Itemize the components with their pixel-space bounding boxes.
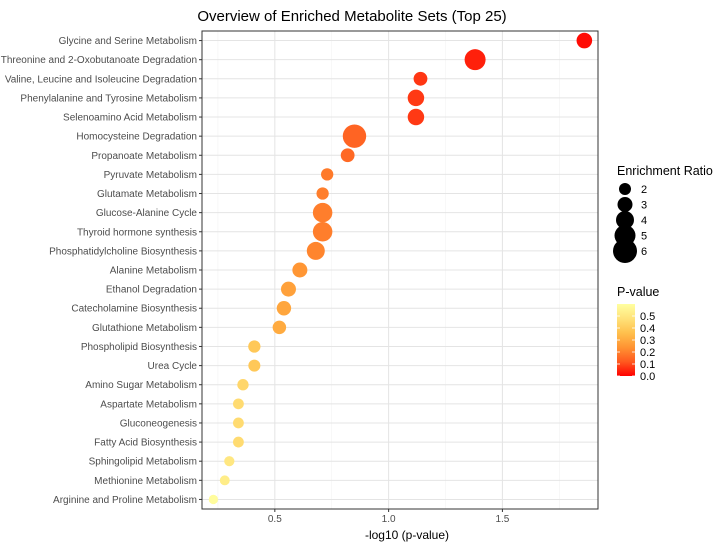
data-point <box>276 301 292 316</box>
data-point <box>306 241 325 260</box>
x-tick-label: 1.0 <box>382 514 396 525</box>
data-point <box>413 71 428 86</box>
y-tick-label: Fatty Acid Biosynthesis <box>94 438 197 449</box>
legend-size-key <box>619 183 631 195</box>
data-point <box>219 475 230 486</box>
chart-title: Overview of Enriched Metabolite Sets (To… <box>197 8 506 25</box>
y-tick-label: Selenoamino Acid Metabolism <box>63 113 197 124</box>
data-point <box>233 436 244 448</box>
legend-color-label: 0.2 <box>640 347 655 359</box>
data-point <box>312 222 333 242</box>
y-tick-label: Urea Cycle <box>148 361 198 372</box>
legend-color-label: 0.0 <box>640 371 655 383</box>
data-point <box>292 262 308 278</box>
y-tick-label: Homocysteine Degradation <box>76 132 197 143</box>
y-tick-label: Propanoate Metabolism <box>91 151 197 162</box>
data-point <box>576 32 593 49</box>
y-tick-label: Ethanol Degradation <box>106 285 197 296</box>
data-point <box>233 398 244 410</box>
data-point <box>340 148 355 163</box>
y-tick-label: Pyruvate Metabolism <box>104 170 197 181</box>
data-point <box>248 359 261 372</box>
y-tick-label: Amino Sugar Metabolism <box>85 380 197 391</box>
y-tick-label: Thyroid hormone synthesis <box>77 227 197 238</box>
legend-size-key <box>613 239 637 263</box>
legend-color-bar <box>617 304 635 376</box>
y-tick-label: Glutathione Metabolism <box>92 323 197 334</box>
data-points <box>208 32 593 505</box>
y-tick-label: Aspartate Metabolism <box>100 399 197 410</box>
legend-size-label: 6 <box>641 246 647 258</box>
y-tick-label: Valine, Leucine and Isoleucine Degradati… <box>5 74 197 85</box>
legend-size-key <box>617 197 633 212</box>
y-tick-label: Phenylalanine and Tyrosine Metabolism <box>20 93 197 104</box>
legend-color-label: 0.4 <box>640 323 655 335</box>
legend-size-title: Enrichment Ratio <box>617 164 713 178</box>
legend-p-value: P-value 0.00.10.20.30.40.5 <box>617 285 659 383</box>
data-point <box>321 168 334 181</box>
y-tick-label: Catecholamine Biosynthesis <box>71 304 197 315</box>
grid-lines <box>201 30 599 510</box>
y-tick-label: Phosphatidylcholine Biosynthesis <box>49 246 197 257</box>
data-point <box>237 379 249 391</box>
data-point <box>407 89 425 107</box>
data-point <box>272 320 287 335</box>
data-point <box>208 494 219 505</box>
x-tick-label: 1.5 <box>495 514 509 525</box>
legend-size-label: 3 <box>641 200 647 212</box>
legend-color-label: 0.1 <box>640 359 655 371</box>
legend-color-label: 0.3 <box>640 335 655 347</box>
data-point <box>342 124 367 148</box>
data-point <box>224 456 235 467</box>
legend-enrichment-ratio: Enrichment Ratio 2 3 4 5 6 <box>613 164 713 263</box>
data-point <box>312 202 333 223</box>
y-tick-label: Sphingolipid Metabolism <box>89 457 197 468</box>
legend-color-title: P-value <box>617 285 659 299</box>
legend-size-label: 5 <box>641 231 647 243</box>
y-tick-label: Methionine Metabolism <box>94 476 197 487</box>
data-point <box>280 281 296 297</box>
data-point <box>407 108 425 126</box>
data-point <box>464 49 486 71</box>
y-tick-label: Alanine Metabolism <box>110 266 197 277</box>
y-tick-label: Gluconeogenesis <box>120 418 197 429</box>
x-tick-label: 0.5 <box>268 514 282 525</box>
legend-size-label: 4 <box>641 215 647 227</box>
data-point <box>316 187 329 200</box>
y-tick-label: Arginine and Proline Metabolism <box>53 495 197 506</box>
y-tick-label: Glucose-Alanine Cycle <box>96 208 198 219</box>
x-axis-title: -log10 (p-value) <box>365 528 449 542</box>
legend-size-key <box>616 211 634 229</box>
y-tick-labels: Glycine and Serine Metabolism Threonine a… <box>1 36 202 506</box>
y-tick-label: Glycine and Serine Metabolism <box>59 36 197 47</box>
y-tick-label: Phospholipid Biosynthesis <box>81 342 197 353</box>
data-point <box>248 340 261 353</box>
legend-size-label: 2 <box>641 184 647 196</box>
y-tick-label: Glutamate Metabolism <box>97 189 197 200</box>
x-axis-ticks: 0.5 1.0 1.5 <box>268 509 510 525</box>
legend-color-label: 0.5 <box>640 311 655 323</box>
data-point <box>233 417 244 429</box>
y-tick-label: Threonine and 2-Oxobutanoate Degradation <box>1 55 197 66</box>
